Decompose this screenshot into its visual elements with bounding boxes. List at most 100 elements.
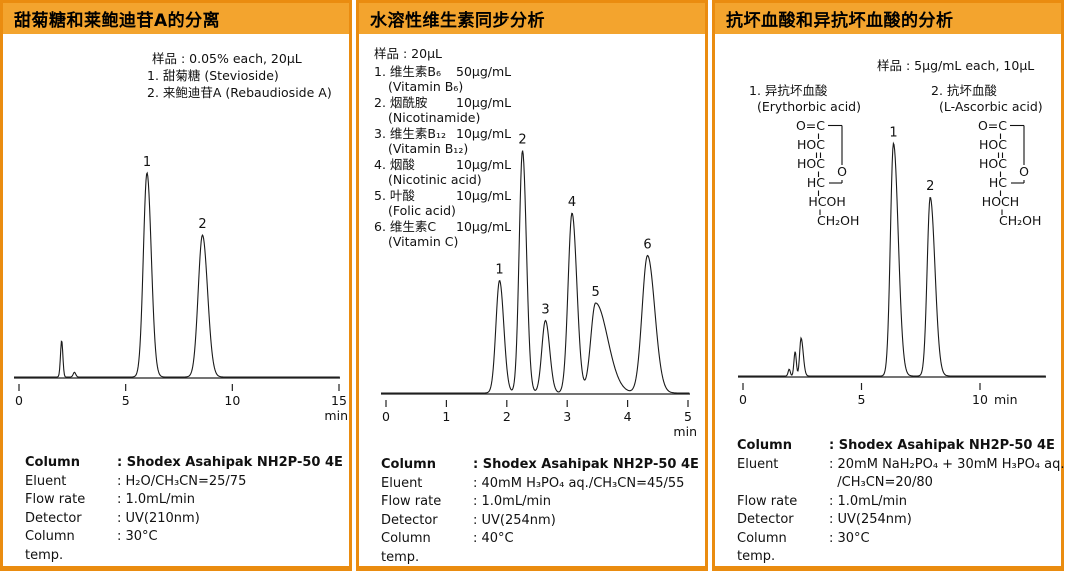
condition-label <box>737 474 829 493</box>
svg-text:0: 0 <box>15 393 23 408</box>
svg-text:min: min <box>324 408 348 423</box>
chemical-structure-ascorbic: O=C HOC HOC HC HOCH CH₂OH O <box>978 118 1041 228</box>
svg-text:HC: HC <box>989 175 1007 190</box>
condition-row: Detector : UV(210nm) <box>25 510 343 529</box>
condition-value: : UV(254nm) <box>473 512 556 528</box>
condition-label: Column <box>737 438 792 453</box>
vitamin-en-name: (Vitamin B₁₂) <box>388 141 469 156</box>
vitamin-amount: 10µg/mL <box>456 94 512 110</box>
svg-text:10: 10 <box>224 393 240 408</box>
svg-text:1: 1 <box>143 155 151 170</box>
panel-body: 样品 : 0.05% each, 20µL 1. 甜菊糖 (Stevioside… <box>3 34 349 566</box>
condition-value: : 30°C <box>117 529 158 544</box>
panel-title: 水溶性维生素同步分析 <box>359 3 705 34</box>
condition-row: Detector : UV(254nm) <box>381 512 699 531</box>
condition-row: Flow rate : 1.0mL/min <box>25 491 343 510</box>
svg-text:1: 1 <box>442 409 450 424</box>
condition-label: Flow rate <box>25 492 86 507</box>
svg-text:5: 5 <box>591 285 599 300</box>
compound-en-name: (L-Ascorbic acid) <box>939 99 1043 114</box>
panel-ascorbic-analysis: 抗坏血酸和异抗坏血酸的分析 样品 : 5µg/mL each, 10µL 1. … <box>712 0 1065 571</box>
condition-row: Detector : UV(254nm) <box>737 511 1065 530</box>
vitamin-amount: 10µg/mL <box>456 125 512 141</box>
svg-text:5: 5 <box>122 393 130 408</box>
svg-text:min: min <box>994 392 1018 407</box>
vitamin-amount: 50µg/mL <box>456 63 512 79</box>
vitamin-en-name: (Folic acid) <box>388 203 456 218</box>
svg-text:5: 5 <box>684 409 692 424</box>
panel-stevioside-separation: 甜菊糖和莱鲍迪苷A的分离 样品 : 0.05% each, 20µL 1. 甜菊… <box>0 0 352 571</box>
sample-note: 样品 : 5µg/mL each, 10µL <box>877 58 1035 73</box>
svg-text:HOC: HOC <box>797 137 825 152</box>
svg-text:2: 2 <box>926 179 934 194</box>
condition-value: : 1.0mL/min <box>117 492 195 507</box>
vitamin-name: 5. 叶酸 <box>374 187 415 203</box>
svg-text:HC: HC <box>807 175 825 190</box>
sample-item: 2. 来鲍迪苷A (Rebaudioside A) <box>147 85 332 100</box>
conditions-table: Column : Shodex Asahipak NH2P-50 4E Elue… <box>25 454 343 565</box>
condition-value: : H₂O/CH₃CN=25/75 <box>117 473 247 489</box>
condition-label: Column <box>381 457 436 472</box>
vitamin-en-name: (Vitamin B₆) <box>388 79 464 94</box>
svg-text:4: 4 <box>568 195 576 210</box>
vitamin-name: 4. 烟酸 <box>374 156 415 172</box>
panel-body: 样品 : 20µL 1. 维生素B₆ 50µg/mL (Vitamin B₆) 2… <box>359 34 705 566</box>
condition-row: Column temp. : 30°C <box>25 528 343 565</box>
condition-row: Column : Shodex Asahipak NH2P-50 4E <box>25 454 343 473</box>
vitamin-name: 2. 烟酰胺 <box>374 94 428 110</box>
condition-row: Eluent : 20mM NaH₂PO₄ + 30mM H₃PO₄ aq. <box>737 456 1065 475</box>
condition-row: Eluent : H₂O/CH₃CN=25/75 <box>25 473 343 492</box>
chromatogram-plot: 0 5 10 min 1 2 <box>738 125 1046 407</box>
condition-row: Column temp. : 30°C <box>737 530 1065 567</box>
svg-text:O: O <box>1019 164 1029 179</box>
condition-label: Column temp. <box>737 530 787 565</box>
svg-text:5: 5 <box>858 392 866 407</box>
condition-label: Flow rate <box>381 494 442 509</box>
compound-zh-name: 2. 抗坏血酸 <box>931 83 997 98</box>
conditions-table: Column : Shodex Asahipak NH2P-50 4E Elue… <box>737 437 1065 567</box>
condition-label: Detector <box>25 510 82 526</box>
condition-label: Column temp. <box>381 531 431 565</box>
svg-text:1: 1 <box>889 125 897 140</box>
svg-text:1: 1 <box>495 263 503 278</box>
sample-note: 样品 : 0.05% each, 20µL <box>152 51 302 66</box>
condition-row: Column : Shodex Asahipak NH2P-50 4E <box>737 437 1065 456</box>
condition-row: Flow rate : 1.0mL/min <box>737 493 1065 512</box>
condition-value: : UV(254nm) <box>829 512 912 527</box>
panel-title: 甜菊糖和莱鲍迪苷A的分离 <box>3 3 349 34</box>
condition-value: : Shodex Asahipak NH2P-50 4E <box>829 438 1055 453</box>
compound-en-name: (Erythorbic acid) <box>757 99 861 114</box>
sample-item: 5. 叶酸 10µg/mL (Folic acid) <box>374 188 511 219</box>
svg-text:O=C: O=C <box>796 118 825 133</box>
svg-text:HOC: HOC <box>979 156 1007 171</box>
chemical-structure-erythorbic: O=C HOC HOC HC HCOH CH₂OH O <box>796 118 859 228</box>
sample-item: 1. 维生素B₆ 50µg/mL (Vitamin B₆) <box>374 64 511 95</box>
svg-text:CH₂OH: CH₂OH <box>999 213 1041 228</box>
compound-label: 1. 异抗坏血酸 (Erythorbic acid) <box>749 83 861 115</box>
vitamin-amount: 10µg/mL <box>456 187 512 203</box>
condition-value: : UV(210nm) <box>117 510 200 526</box>
condition-label: Eluent <box>381 475 423 491</box>
condition-value: : 40°C <box>473 531 514 546</box>
vitamin-amount: 10µg/mL <box>456 218 512 234</box>
vitamin-name: 6. 维生素C <box>374 218 437 234</box>
condition-label: Flow rate <box>737 493 798 509</box>
sample-item: 4. 烟酸 10µg/mL (Nicotinic acid) <box>374 157 511 188</box>
condition-row: Flow rate : 1.0mL/min <box>381 493 699 512</box>
vitamin-name: 3. 维生素B₁₂ <box>374 125 446 141</box>
condition-value: : 20mM NaH₂PO₄ + 30mM H₃PO₄ aq. <box>829 456 1065 472</box>
svg-text:0: 0 <box>382 409 390 424</box>
condition-value: : 1.0mL/min <box>473 494 551 509</box>
svg-text:3: 3 <box>563 409 571 424</box>
svg-text:2: 2 <box>198 217 206 232</box>
svg-text:0: 0 <box>739 392 747 407</box>
vitamin-en-name: (Vitamin C) <box>388 234 459 249</box>
svg-text:2: 2 <box>518 133 526 148</box>
vitamin-name: 1. 维生素B₆ <box>374 63 441 79</box>
condition-label: Column temp. <box>25 529 75 563</box>
sample-annotation: 样品 : 20µL 1. 维生素B₆ 50µg/mL (Vitamin B₆) 2… <box>374 46 511 250</box>
condition-row: Eluent : 40mM H₃PO₄ aq./CH₃CN=45/55 <box>381 475 699 494</box>
vitamin-en-name: (Nicotinamide) <box>388 110 481 125</box>
